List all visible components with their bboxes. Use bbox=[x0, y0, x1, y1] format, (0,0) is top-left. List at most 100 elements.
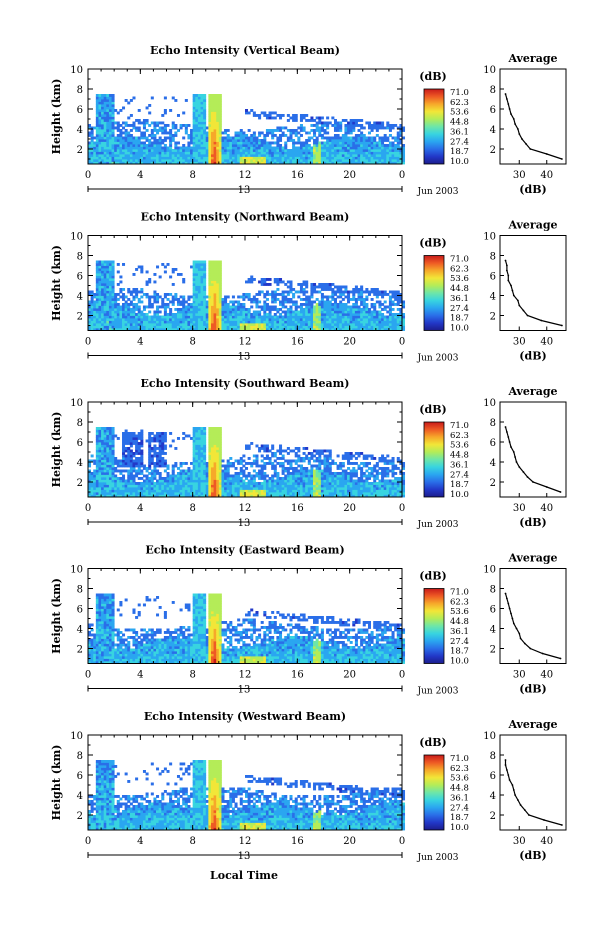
heatmap-cell bbox=[341, 328, 345, 331]
heatmap-cell bbox=[354, 146, 358, 150]
heatmap-cell bbox=[124, 439, 128, 443]
heatmap-cell bbox=[341, 141, 345, 145]
heatmap-cell bbox=[205, 159, 209, 162]
heatmap-cell bbox=[150, 489, 154, 493]
heatmap-cell bbox=[122, 136, 126, 140]
heatmap-cell bbox=[360, 323, 364, 326]
heatmap-cell bbox=[90, 149, 94, 152]
heatmap-cell bbox=[122, 487, 126, 490]
heatmap-cell bbox=[394, 159, 398, 162]
heatmap-cell bbox=[129, 159, 133, 162]
heatmap-cell bbox=[108, 439, 112, 443]
heatmap-cell bbox=[289, 154, 293, 157]
heatmap-cell bbox=[111, 129, 115, 132]
heatmap-cell bbox=[318, 154, 322, 157]
heatmap-cell bbox=[90, 141, 94, 145]
heatmap-cell bbox=[88, 300, 92, 304]
heatmap-cell bbox=[137, 482, 141, 485]
heatmap-cell bbox=[265, 305, 269, 309]
profile-point bbox=[561, 158, 563, 160]
heatmap-cell bbox=[127, 487, 131, 490]
heatmap-cell bbox=[326, 144, 330, 147]
heatmap-cell bbox=[187, 305, 191, 309]
heatmap-cell bbox=[132, 474, 136, 478]
heatmap-cell bbox=[276, 146, 280, 150]
heatmap-cell bbox=[284, 156, 288, 160]
heatmap-cell bbox=[101, 477, 105, 480]
heatmap-cell bbox=[161, 139, 165, 142]
heatmap-cell bbox=[213, 308, 217, 311]
heatmap-cell bbox=[171, 477, 175, 480]
heatmap-cell bbox=[302, 290, 306, 294]
heatmap-cell bbox=[362, 139, 366, 142]
heatmap-cell bbox=[114, 293, 118, 296]
heatmap-cell bbox=[297, 313, 301, 316]
heatmap-cell bbox=[318, 144, 322, 147]
heatmap-cell bbox=[197, 484, 201, 488]
heatmap-cell bbox=[313, 283, 317, 286]
heatmap-cell bbox=[239, 313, 243, 316]
heatmap-cell bbox=[224, 310, 228, 314]
heatmap-cell bbox=[362, 308, 366, 311]
heatmap-cell bbox=[375, 310, 379, 314]
heatmap-cell bbox=[213, 288, 217, 291]
heatmap-cell bbox=[137, 119, 141, 122]
heatmap-cell bbox=[166, 298, 170, 301]
heatmap-cell bbox=[370, 320, 374, 324]
heatmap-cell bbox=[260, 149, 264, 152]
heatmap-cell bbox=[179, 320, 183, 324]
heatmap-cell bbox=[229, 154, 233, 157]
heatmap-cell bbox=[158, 477, 162, 480]
profile-point bbox=[510, 113, 512, 115]
heatmap-cell bbox=[226, 315, 230, 319]
heatmap-cell bbox=[103, 290, 107, 294]
heatmap-cell bbox=[354, 121, 358, 125]
heatmap-cell bbox=[396, 144, 400, 147]
heatmap-cell bbox=[108, 146, 112, 150]
heatmap-cell bbox=[161, 444, 165, 448]
heatmap-cell bbox=[237, 323, 241, 326]
heatmap-cell bbox=[289, 298, 293, 301]
heatmap-cell bbox=[250, 154, 254, 157]
heatmap-cell bbox=[132, 492, 136, 495]
heatmap-cell bbox=[218, 313, 222, 316]
heatmap-cell bbox=[88, 151, 92, 155]
heatmap-cell bbox=[302, 288, 306, 291]
heatmap-cell bbox=[182, 492, 186, 495]
heatmap-cell bbox=[216, 268, 220, 271]
heatmap-cell bbox=[333, 151, 337, 155]
heatmap-cell bbox=[171, 325, 175, 329]
heatmap-cell bbox=[101, 454, 105, 458]
heatmap-cell bbox=[305, 303, 309, 306]
heatmap-cell bbox=[318, 161, 322, 165]
heatmap-cell bbox=[124, 151, 128, 155]
heatmap-cell bbox=[239, 141, 243, 145]
heatmap-cell bbox=[90, 479, 94, 483]
heatmap-cell bbox=[333, 320, 337, 324]
heatmap-cell bbox=[360, 154, 364, 157]
heatmap-cell bbox=[271, 295, 275, 299]
heatmap-cell bbox=[163, 477, 167, 480]
heatmap-cell bbox=[289, 325, 293, 329]
heatmap-cell bbox=[339, 146, 343, 150]
heatmap-cell bbox=[103, 439, 107, 443]
heatmap-cell bbox=[320, 136, 324, 140]
heatmap-cell bbox=[111, 265, 115, 269]
heatmap-cell bbox=[226, 161, 230, 165]
heatmap-cell bbox=[142, 126, 146, 130]
heatmap-cell bbox=[383, 318, 387, 321]
heatmap-cell bbox=[341, 156, 345, 160]
heatmap-cell bbox=[360, 119, 364, 122]
x-tick-label: 4 bbox=[137, 170, 143, 181]
heatmap-cell bbox=[122, 305, 126, 309]
heatmap-cell bbox=[399, 293, 403, 296]
heatmap-cell bbox=[289, 308, 293, 311]
heatmap-cell bbox=[242, 305, 246, 309]
heatmap-cell bbox=[200, 303, 204, 306]
heatmap-cell bbox=[242, 159, 246, 162]
heatmap-cell bbox=[148, 484, 152, 488]
heatmap-cell bbox=[344, 141, 348, 145]
heatmap-cell bbox=[98, 275, 102, 279]
heatmap-cell bbox=[140, 462, 144, 465]
heatmap-cell bbox=[171, 156, 175, 160]
